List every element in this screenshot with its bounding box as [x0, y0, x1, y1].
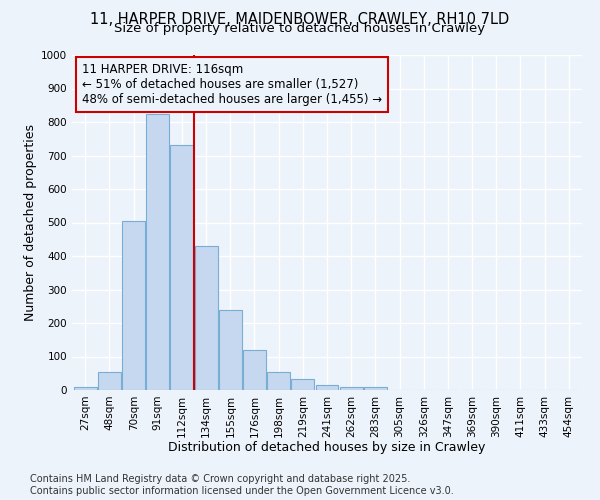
Bar	[219, 310, 242, 390]
X-axis label: Distribution of detached houses by size in Crawley: Distribution of detached houses by size …	[169, 441, 485, 454]
Text: 11, HARPER DRIVE, MAIDENBOWER, CRAWLEY, RH10 7LD: 11, HARPER DRIVE, MAIDENBOWER, CRAWLEY, …	[91, 12, 509, 28]
Text: Size of property relative to detached houses in Crawley: Size of property relative to detached ho…	[115, 22, 485, 35]
Text: 11 HARPER DRIVE: 116sqm
← 51% of detached houses are smaller (1,527)
48% of semi: 11 HARPER DRIVE: 116sqm ← 51% of detache…	[82, 64, 382, 106]
Bar	[340, 386, 362, 390]
Bar	[170, 146, 193, 390]
Bar	[122, 221, 145, 390]
Bar	[243, 350, 266, 390]
Text: Contains HM Land Registry data © Crown copyright and database right 2025.
Contai: Contains HM Land Registry data © Crown c…	[30, 474, 454, 496]
Y-axis label: Number of detached properties: Number of detached properties	[24, 124, 37, 321]
Bar	[98, 372, 121, 390]
Bar	[316, 385, 338, 390]
Bar	[292, 379, 314, 390]
Bar	[267, 372, 290, 390]
Bar	[74, 388, 97, 390]
Bar	[194, 246, 218, 390]
Bar	[364, 386, 387, 390]
Bar	[146, 114, 169, 390]
